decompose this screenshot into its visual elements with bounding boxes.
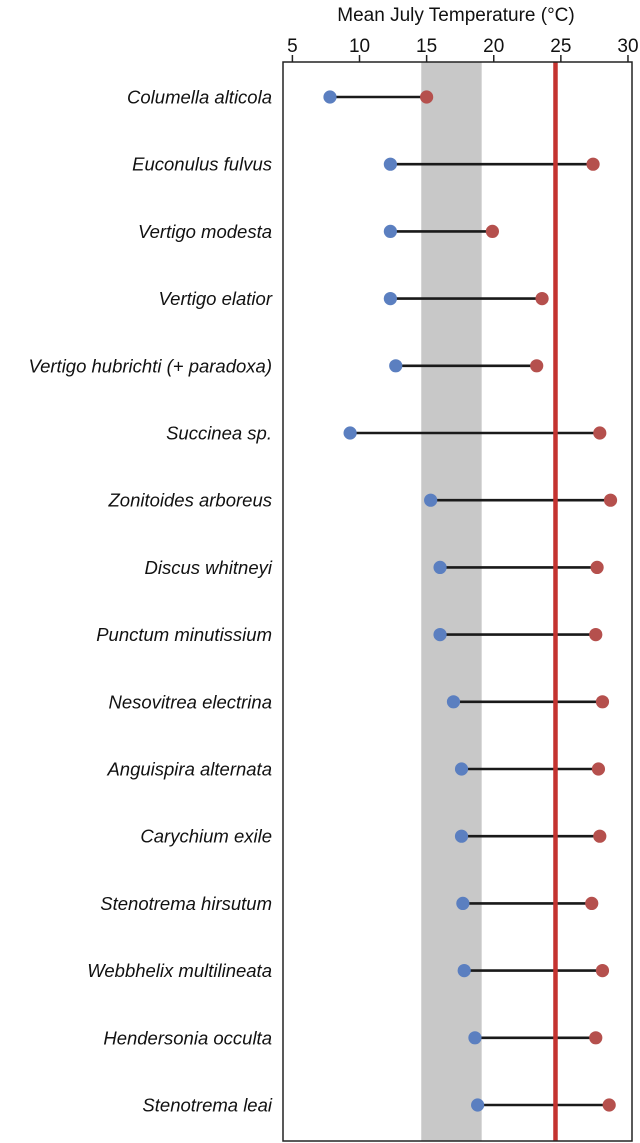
species-label: Anguispira alternata	[106, 759, 272, 780]
species-label: Succinea sp.	[166, 423, 272, 444]
species-label: Discus whitneyi	[145, 557, 273, 578]
species-label: Vertigo hubrichti (+ paradoxa)	[28, 355, 272, 376]
data-points	[323, 90, 618, 1112]
min-temperature-point	[454, 762, 469, 776]
max-temperature-point	[530, 359, 544, 373]
species-label: Euconulus fulvus	[132, 154, 272, 175]
max-temperature-point	[586, 157, 600, 171]
min-temperature-point	[383, 224, 397, 238]
max-temperature-point	[593, 426, 607, 440]
species-label: Punctum minutissium	[96, 624, 272, 645]
max-temperature-point	[420, 90, 434, 104]
min-temperature-point	[383, 292, 397, 306]
species-label: Zonitoides arboreus	[107, 490, 272, 511]
min-temperature-point	[456, 896, 470, 911]
min-temperature-point	[424, 493, 438, 507]
species-label: Carychium exile	[140, 826, 272, 847]
max-temperature-point	[595, 964, 610, 978]
species-label: Hendersonia occulta	[103, 1027, 272, 1048]
min-temperature-point	[433, 560, 447, 575]
max-temperature-point	[589, 1031, 603, 1045]
x-axis-title: Mean July Temperature (°C)	[337, 5, 574, 26]
species-label: Vertigo elatior	[159, 288, 273, 309]
min-temperature-point	[457, 964, 471, 978]
max-temperature-point	[485, 224, 499, 238]
species-label: Nesovitrea electrina	[109, 691, 273, 712]
x-tick-label: 10	[349, 36, 370, 57]
x-tick-label: 25	[550, 36, 571, 57]
species-label: Stenotrema leai	[142, 1095, 272, 1116]
max-temperature-point	[535, 292, 549, 306]
species-label: Webbhelix multilineata	[87, 960, 272, 981]
range-connectors	[329, 95, 611, 1107]
species-label: Columella alticola	[127, 87, 272, 108]
min-temperature-point	[471, 1098, 485, 1112]
plot-frame	[282, 61, 633, 1142]
min-temperature-point	[383, 157, 397, 171]
max-temperature-point	[590, 560, 604, 575]
shaded-temperature-band	[421, 62, 482, 1141]
min-temperature-point	[468, 1031, 482, 1045]
min-temperature-point	[343, 426, 357, 440]
min-temperature-point	[323, 90, 337, 104]
max-temperature-point	[602, 1098, 616, 1112]
species-labels: Columella alticola Euconulus fulvus Vertig…	[28, 87, 272, 1116]
x-tick-label: 30	[617, 36, 638, 57]
max-temperature-point	[603, 493, 618, 507]
min-temperature-point	[454, 829, 469, 843]
max-temperature-point	[589, 628, 603, 642]
species-label: Stenotrema hirsutum	[100, 893, 272, 914]
max-temperature-point	[585, 896, 599, 911]
min-temperature-point	[389, 359, 403, 373]
x-tick-label: 5	[287, 36, 298, 57]
max-temperature-point	[591, 762, 606, 776]
x-tick-label: 20	[483, 36, 504, 57]
x-tick-label: 15	[416, 36, 437, 57]
x-axis-ticks: 5 10 15 20 25 30	[287, 36, 639, 62]
min-temperature-point	[446, 695, 461, 709]
species-label: Vertigo modesta	[138, 221, 272, 242]
min-temperature-point	[433, 628, 447, 642]
max-temperature-point	[595, 695, 610, 709]
max-temperature-point	[593, 829, 607, 843]
